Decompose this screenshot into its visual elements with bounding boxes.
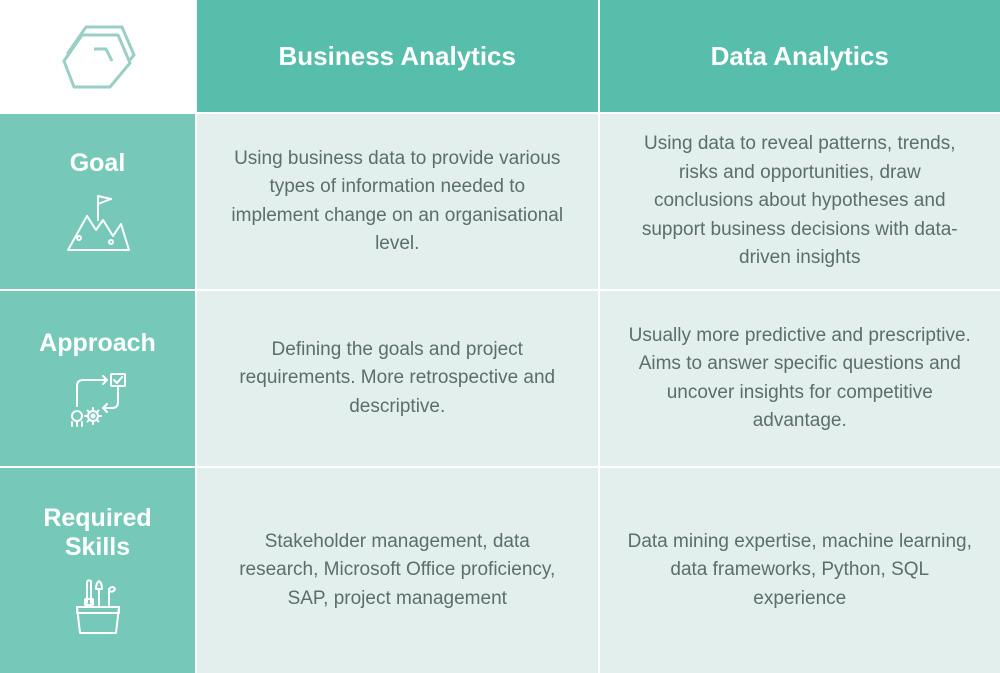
cell-approach-data: Usually more predictive and prescriptive… <box>600 291 1000 466</box>
row-label-goal: Goal <box>0 114 195 289</box>
brand-logo <box>28 14 167 98</box>
column-header-data: Data Analytics <box>600 0 1000 112</box>
mountain-flag-icon <box>63 192 133 254</box>
row-label-text: Required Skills <box>10 504 185 562</box>
process-flow-icon <box>63 372 133 428</box>
column-header-business: Business Analytics <box>197 0 598 112</box>
comparison-table: Business Analytics Data Analytics Goal U… <box>0 0 1000 667</box>
cell-skills-business: Stakeholder management, data research, M… <box>197 468 598 673</box>
cell-text: Data mining expertise, machine learning,… <box>628 528 973 614</box>
cell-text: Usually more predictive and prescriptive… <box>628 322 973 436</box>
row-label-text: Approach <box>39 329 156 358</box>
toolbox-icon <box>63 575 133 637</box>
cell-approach-business: Defining the goals and project requireme… <box>197 291 598 466</box>
cell-text: Using data to reveal patterns, trends, r… <box>628 130 973 273</box>
cell-skills-data: Data mining expertise, machine learning,… <box>600 468 1000 673</box>
column-header-label: Business Analytics <box>279 41 516 72</box>
hexagon-logo-icon <box>56 19 140 93</box>
column-header-label: Data Analytics <box>711 41 889 72</box>
cell-text: Defining the goals and project requireme… <box>225 336 570 422</box>
cell-text: Stakeholder management, data research, M… <box>225 528 570 614</box>
cell-goal-data: Using data to reveal patterns, trends, r… <box>600 114 1000 289</box>
logo-cell <box>0 0 195 112</box>
cell-text: Using business data to provide various t… <box>225 145 570 259</box>
cell-goal-business: Using business data to provide various t… <box>197 114 598 289</box>
row-label-skills: Required Skills <box>0 468 195 673</box>
row-label-text: Goal <box>70 149 126 178</box>
row-label-approach: Approach <box>0 291 195 466</box>
